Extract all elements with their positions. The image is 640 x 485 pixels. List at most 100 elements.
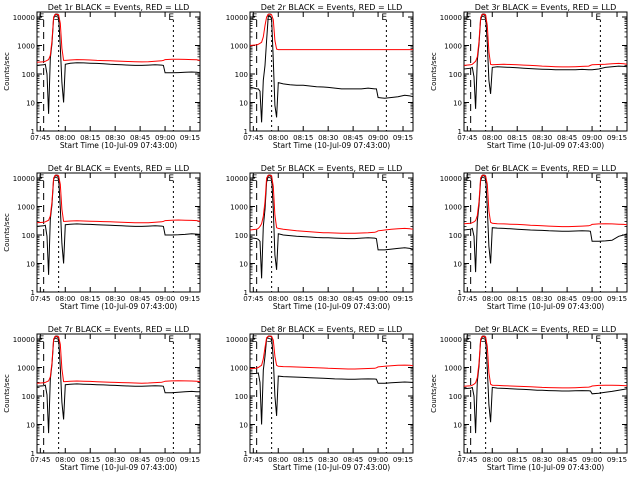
y-tick-label: 100: [235, 71, 248, 79]
x-tick-label: 07:45: [30, 134, 50, 142]
x-tick-label: 07:45: [243, 134, 263, 142]
y-axis-label: Counts/sec: [430, 52, 438, 91]
y-tick-label: 10000: [440, 175, 462, 183]
event-marker-label: S: [54, 335, 60, 345]
event-marker-label: E: [595, 174, 601, 184]
panel-7: Det 7r BLACK = Events, RED = LLD 1 10 100 10…: [3, 325, 201, 472]
panel-title: Det 7r BLACK = Events, RED = LLD: [48, 325, 190, 334]
x-tick-label: 08:45: [557, 456, 577, 464]
x-tick-label: 08:45: [557, 134, 577, 142]
event-marker-label: E: [168, 335, 174, 345]
y-tick-label: 10000: [13, 175, 35, 183]
series-line-events: [463, 14, 628, 109]
y-tick-label: 10: [26, 422, 35, 430]
y-tick-label: 1000: [444, 365, 462, 373]
y-tick-label: 100: [449, 393, 462, 401]
x-tick-label: 07:45: [457, 456, 477, 464]
event-marker-label: E: [39, 174, 45, 184]
y-tick-label: 1000: [230, 43, 248, 51]
x-tick-label: 08:15: [293, 456, 313, 464]
y-tick-label: 10000: [13, 336, 35, 344]
x-tick-label: 08:45: [130, 295, 150, 303]
panel-title: Det 4r BLACK = Events, RED = LLD: [48, 164, 190, 173]
plot-frame: [36, 333, 201, 454]
y-tick-label: 1000: [17, 204, 35, 212]
x-tick-label: 08:00: [55, 295, 75, 303]
x-tick-label: 08:30: [318, 295, 338, 303]
series-line-lld: [249, 13, 413, 51]
y-tick-label: 1: [244, 450, 248, 458]
x-tick-label: 07:45: [243, 456, 263, 464]
panel-title: Det 3r BLACK = Events, RED = LLD: [475, 3, 617, 12]
y-tick-label: 100: [22, 232, 35, 240]
x-tick-label: 09:00: [155, 456, 175, 464]
x-tick-label: 08:30: [532, 134, 552, 142]
panel-2: Det 2r BLACK = Events, RED = LLD 1 10 100 10…: [226, 3, 414, 150]
series-line-lld: [36, 335, 201, 384]
x-tick-label: 09:15: [607, 456, 627, 464]
y-tick-label: 100: [235, 232, 248, 240]
event-marker-label: S: [481, 13, 487, 23]
x-tick-label: 08:45: [130, 456, 150, 464]
y-tick-label: 10: [239, 261, 248, 269]
y-tick-label: 1: [31, 289, 35, 297]
x-tick-label: 09:15: [180, 456, 200, 464]
x-tick-label: 08:30: [532, 295, 552, 303]
event-marker-label: S: [54, 13, 60, 23]
plot-frame: [36, 11, 201, 132]
series-line-lld: [36, 174, 201, 224]
x-tick-label: 08:00: [482, 295, 502, 303]
x-tick-label: 09:00: [582, 134, 602, 142]
y-tick-label: 10000: [13, 14, 35, 22]
y-tick-label: 1: [458, 289, 462, 297]
x-axis-label: Start Time (10-Jul-09 07:43:00): [273, 463, 390, 472]
x-tick-label: 08:30: [105, 295, 125, 303]
x-tick-label: 09:15: [180, 134, 200, 142]
y-tick-label: 100: [449, 232, 462, 240]
y-tick-label: 10000: [226, 336, 248, 344]
y-tick-label: 100: [22, 71, 35, 79]
panel-4: Det 4r BLACK = Events, RED = LLD 1 10 100 10…: [3, 164, 201, 311]
x-axis-label: Start Time (10-Jul-09 07:43:00): [487, 302, 604, 311]
panel-title: Det 9r BLACK = Events, RED = LLD: [475, 325, 617, 334]
panel-5: Det 5r BLACK = Events, RED = LLD 1 10 100 10…: [226, 164, 414, 311]
y-tick-label: 1: [458, 128, 462, 136]
x-tick-label: 08:45: [343, 295, 363, 303]
x-tick-label: 08:30: [318, 456, 338, 464]
event-marker-label: S: [267, 174, 273, 184]
event-marker-label: E: [381, 13, 387, 23]
plot-frame: [249, 333, 414, 454]
x-tick-label: 08:00: [268, 456, 288, 464]
x-tick-label: 09:15: [393, 134, 413, 142]
x-tick-label: 08:45: [343, 456, 363, 464]
series-line-lld: [249, 335, 414, 370]
x-tick-label: 09:00: [368, 456, 388, 464]
x-tick-label: 07:45: [30, 456, 50, 464]
x-tick-label: 09:00: [155, 134, 175, 142]
series-line-lld: [463, 174, 628, 228]
event-marker-label: S: [481, 174, 487, 184]
x-tick-label: 08:30: [532, 456, 552, 464]
x-axis-label: Start Time (10-Jul-09 07:43:00): [273, 141, 390, 150]
y-tick-label: 10000: [226, 175, 248, 183]
x-tick-label: 08:30: [105, 456, 125, 464]
event-marker-label: S: [481, 335, 487, 345]
y-tick-label: 1000: [17, 365, 35, 373]
y-tick-label: 100: [22, 393, 35, 401]
y-tick-label: 10: [26, 261, 35, 269]
panel-3: Det 3r BLACK = Events, RED = LLD 1 10 100 10…: [430, 3, 628, 150]
y-tick-label: 10: [453, 261, 462, 269]
y-tick-label: 10: [26, 100, 35, 108]
y-tick-label: 1000: [230, 204, 248, 212]
event-marker-label: S: [267, 13, 273, 23]
x-tick-label: 08:00: [482, 134, 502, 142]
y-tick-label: 1000: [444, 43, 462, 51]
plot-frame: [249, 11, 414, 132]
x-tick-label: 09:15: [393, 456, 413, 464]
series-line-events: [249, 335, 414, 425]
panel-title: Det 2r BLACK = Events, RED = LLD: [261, 3, 403, 12]
series-line-events: [36, 14, 201, 114]
y-tick-label: 1: [31, 128, 35, 136]
y-tick-label: 10: [239, 100, 248, 108]
x-tick-label: 08:00: [55, 456, 75, 464]
